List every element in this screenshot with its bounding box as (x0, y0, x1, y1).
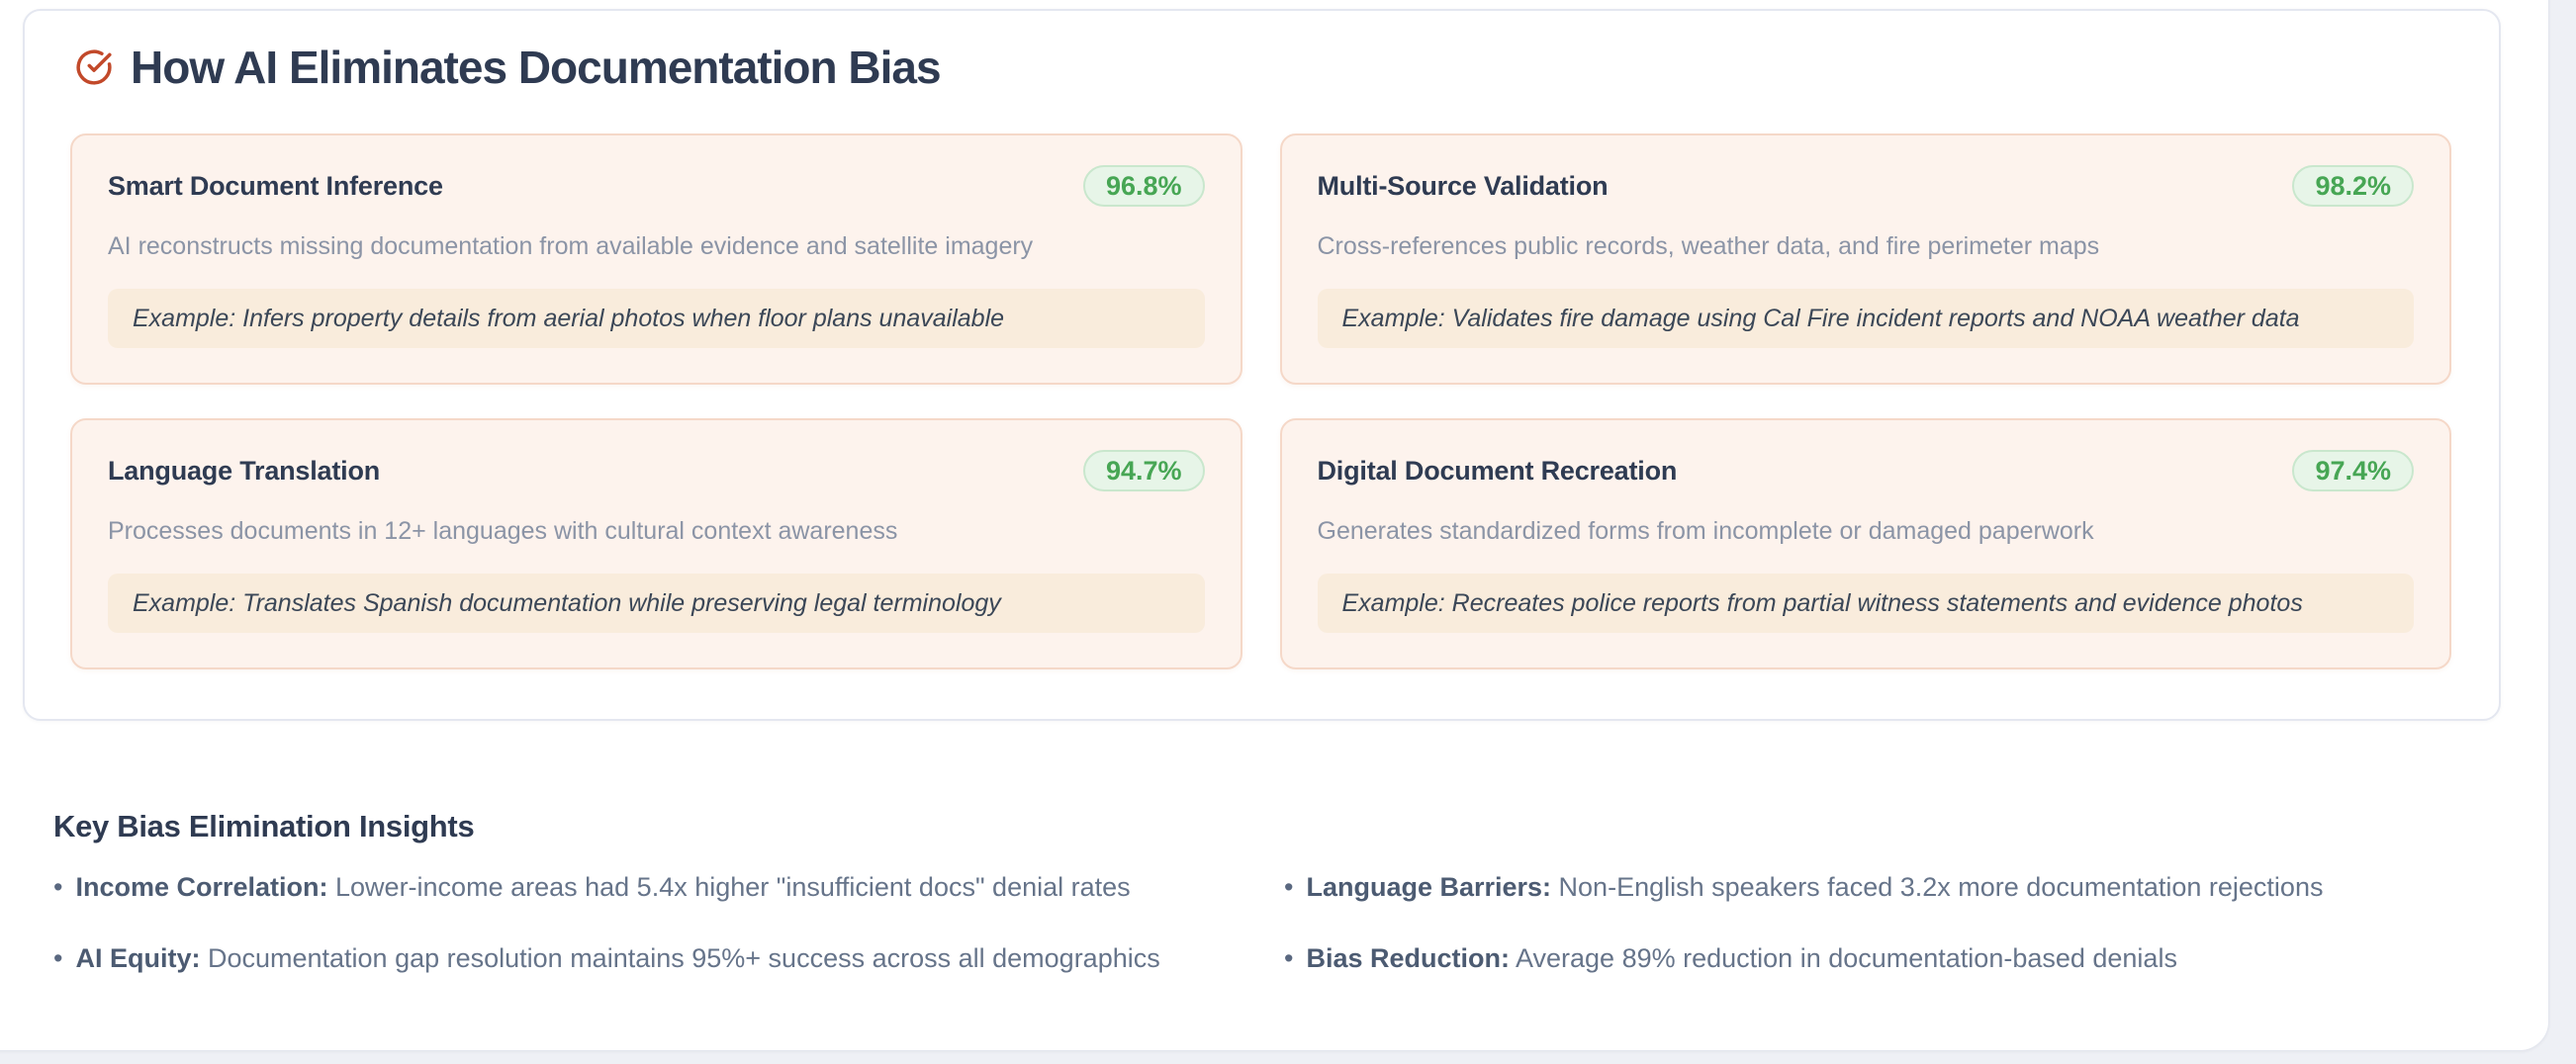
accuracy-badge: 97.4% (2292, 450, 2414, 491)
insight-ai-equity: • AI Equity: Documentation gap resolution… (53, 942, 1284, 974)
bullet-icon: • (53, 943, 63, 973)
capability-cards-grid: Smart Document Inference 96.8% AI recons… (70, 133, 2451, 669)
card-header: Digital Document Recreation 97.4% (1317, 450, 2414, 491)
card-description: Generates standardized forms from incomp… (1317, 517, 2094, 545)
panel-header: How AI Eliminates Documentation Bias (75, 42, 942, 93)
accuracy-badge: 94.7% (1082, 450, 1205, 491)
insight-label: Bias Reduction: (1306, 943, 1510, 973)
insight-label: Income Correlation: (75, 872, 328, 902)
card-digital-document-recreation: Digital Document Recreation 97.4% Genera… (1279, 418, 2451, 669)
content-card: How AI Eliminates Documentation Bias Sma… (0, 0, 2549, 1051)
insights-heading: Key Bias Elimination Insights (53, 809, 475, 843)
card-description: Cross-references public records, weather… (1317, 232, 2100, 260)
card-language-translation: Language Translation 94.7% Processes doc… (70, 418, 1242, 669)
card-example: Example: Recreates police reports from p… (1317, 574, 2414, 633)
insight-text: Average 89% reduction in documentation-b… (1516, 943, 2177, 973)
insight-language-barriers: • Language Barriers: Non-English speakers… (1284, 871, 2467, 903)
bullet-icon: • (1284, 943, 1294, 973)
card-smart-document-inference: Smart Document Inference 96.8% AI recons… (70, 133, 1242, 385)
ai-bias-panel: How AI Eliminates Documentation Bias Sma… (23, 9, 2501, 721)
insight-text: Documentation gap resolution maintains 9… (207, 943, 1160, 973)
card-title: Language Translation (108, 456, 381, 486)
page-title: How AI Eliminates Documentation Bias (131, 42, 942, 93)
check-circle-icon (75, 48, 113, 86)
card-example: Example: Infers property details from ae… (108, 289, 1205, 348)
card-description: AI reconstructs missing documentation fr… (108, 232, 1034, 260)
card-multi-source-validation: Multi-Source Validation 98.2% Cross-refe… (1279, 133, 2451, 385)
insight-income-correlation: • Income Correlation: Lower-income areas … (53, 871, 1284, 903)
card-example: Example: Validates fire damage using Cal… (1317, 289, 2414, 348)
insight-label: Language Barriers: (1306, 872, 1552, 902)
insight-label: AI Equity: (75, 943, 201, 973)
insights-section: Key Bias Elimination Insights • Income Co… (53, 809, 2467, 974)
bullet-icon: • (1284, 872, 1294, 902)
insight-bias-reduction: • Bias Reduction: Average 89% reduction i… (1284, 942, 2467, 974)
insights-grid: • Income Correlation: Lower-income areas … (53, 871, 2467, 974)
card-header: Smart Document Inference 96.8% (108, 165, 1205, 207)
accuracy-badge: 96.8% (1082, 165, 1205, 207)
card-title: Digital Document Recreation (1317, 456, 1678, 486)
card-title: Multi-Source Validation (1317, 171, 1609, 201)
bullet-icon: • (53, 872, 63, 902)
card-header: Multi-Source Validation 98.2% (1317, 165, 2414, 207)
card-description: Processes documents in 12+ languages wit… (108, 517, 898, 545)
card-header: Language Translation 94.7% (108, 450, 1205, 491)
card-title: Smart Document Inference (108, 171, 443, 201)
card-example: Example: Translates Spanish documentatio… (108, 574, 1205, 633)
insight-text: Lower-income areas had 5.4x higher "insu… (335, 872, 1131, 902)
insight-text: Non-English speakers faced 3.2x more doc… (1558, 872, 2324, 902)
accuracy-badge: 98.2% (2292, 165, 2414, 207)
